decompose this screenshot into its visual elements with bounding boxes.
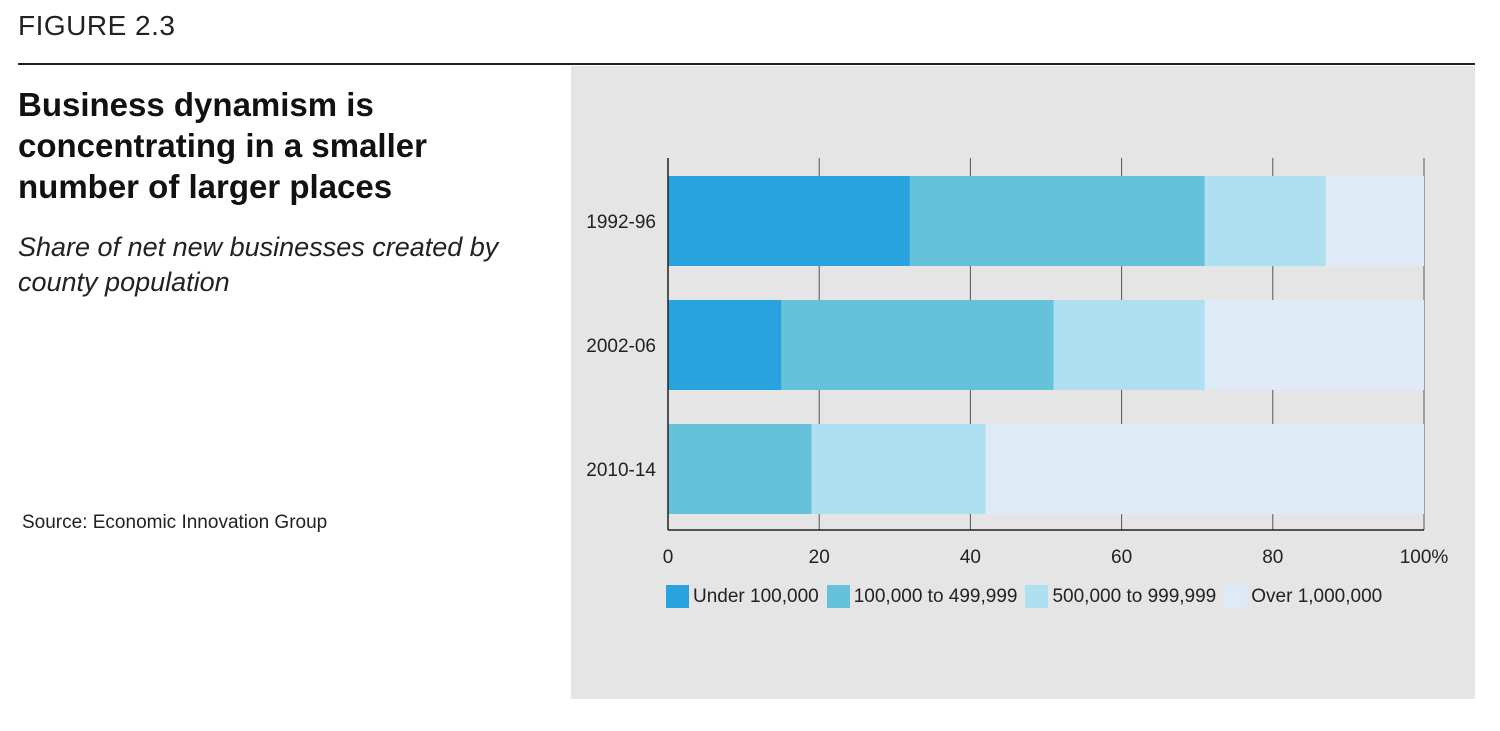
chart-panel: 0 20 40 60 80 100% 1992-96 2002-06 2010-14 Under… bbox=[571, 66, 1475, 699]
y-category-label: 2002-06 bbox=[586, 336, 656, 357]
legend-label: 500,000 to 999,999 bbox=[1052, 585, 1217, 607]
stacked-bar-chart: 0 20 40 60 80 100% 1992-96 2002-06 2010-14 bbox=[586, 158, 1448, 568]
legend-label: Under 100,000 bbox=[693, 585, 819, 607]
x-tick-label: 20 bbox=[809, 547, 830, 568]
figure-label: FIGURE 2.3 bbox=[18, 10, 176, 41]
legend-item: 500,000 to 999,999 bbox=[1025, 585, 1216, 608]
legend-item: 100,000 to 499,999 bbox=[826, 585, 1018, 608]
bar-segment bbox=[1053, 300, 1205, 390]
bar-segment bbox=[985, 424, 1424, 514]
chart-subtitle: Share of net new businesses created by c… bbox=[18, 232, 499, 297]
header-rule bbox=[18, 63, 1475, 65]
bar-segment bbox=[668, 300, 782, 390]
x-tick-label: 80 bbox=[1262, 547, 1283, 568]
legend-item: Over 1,000,000 bbox=[1224, 585, 1382, 608]
legend-item: Under 100,000 bbox=[666, 585, 819, 608]
labels-layer: 0 20 40 60 80 100% 1992-96 2002-06 2010-14 bbox=[586, 212, 1448, 568]
axis-layer bbox=[667, 158, 1424, 531]
bar-segment bbox=[668, 176, 910, 266]
x-tick-label: 0 bbox=[663, 547, 674, 568]
y-category-label: 1992-96 bbox=[586, 212, 656, 233]
legend-swatch bbox=[826, 585, 850, 608]
source-note: Source: Economic Innovation Group bbox=[22, 512, 328, 533]
bar-segment bbox=[1325, 176, 1424, 266]
y-category-label: 2010-14 bbox=[586, 460, 656, 481]
x-tick-label: 100% bbox=[1400, 547, 1449, 568]
x-tick-label: 60 bbox=[1111, 547, 1132, 568]
legend-swatch bbox=[1025, 585, 1049, 608]
x-tick-label: 40 bbox=[960, 547, 981, 568]
legend-swatch bbox=[1224, 585, 1248, 608]
chart-title: Business dynamism is concentrating in a … bbox=[18, 86, 427, 205]
bar-segment bbox=[1204, 300, 1424, 390]
bars-layer bbox=[668, 176, 1424, 514]
bar-segment bbox=[1204, 176, 1326, 266]
legend-label: Over 1,000,000 bbox=[1251, 585, 1383, 607]
bar-segment bbox=[781, 300, 1054, 390]
legend-swatch bbox=[666, 585, 689, 608]
chart-legend: Under 100,000 100,000 to 499,999 500,000 t… bbox=[666, 585, 1390, 608]
bar-segment bbox=[668, 424, 812, 514]
legend-label: 100,000 to 499,999 bbox=[853, 585, 1018, 607]
bar-segment bbox=[811, 424, 986, 514]
bar-segment bbox=[909, 176, 1205, 266]
